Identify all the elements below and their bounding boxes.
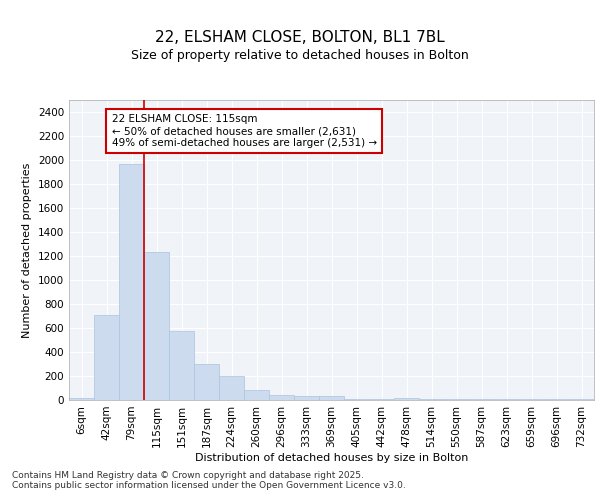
Y-axis label: Number of detached properties: Number of detached properties — [22, 162, 32, 338]
Bar — [294, 396, 319, 400]
Text: Size of property relative to detached houses in Bolton: Size of property relative to detached ho… — [131, 50, 469, 62]
Bar — [219, 376, 244, 400]
Bar — [244, 390, 269, 400]
Text: 22, ELSHAM CLOSE, BOLTON, BL1 7BL: 22, ELSHAM CLOSE, BOLTON, BL1 7BL — [155, 30, 445, 45]
Bar — [119, 164, 144, 400]
Text: Contains HM Land Registry data © Crown copyright and database right 2025.
Contai: Contains HM Land Registry data © Crown c… — [12, 470, 406, 490]
Bar — [319, 396, 344, 400]
Bar — [194, 364, 219, 400]
Bar — [394, 398, 419, 400]
Bar — [144, 252, 169, 400]
Bar — [94, 315, 119, 400]
Text: 22 ELSHAM CLOSE: 115sqm
← 50% of detached houses are smaller (2,631)
49% of semi: 22 ELSHAM CLOSE: 115sqm ← 50% of detache… — [112, 114, 377, 148]
Bar — [169, 331, 194, 400]
Bar — [269, 394, 294, 400]
X-axis label: Distribution of detached houses by size in Bolton: Distribution of detached houses by size … — [195, 452, 468, 462]
Bar — [69, 398, 94, 400]
